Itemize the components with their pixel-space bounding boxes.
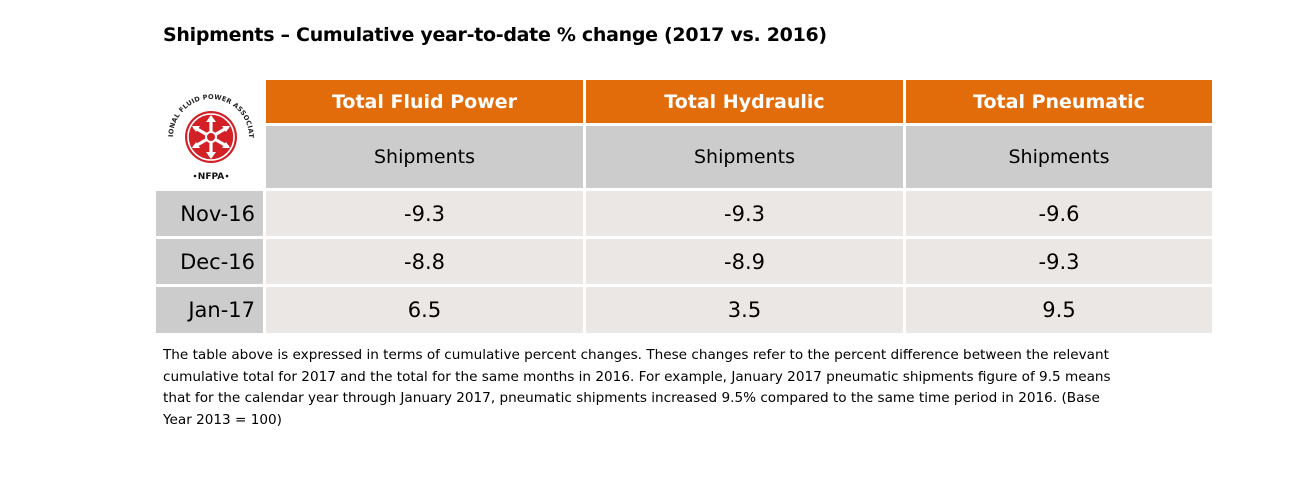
shipments-table: NATIONAL FLUID POWER ASSOCIATION NFPA (156, 80, 1212, 333)
logo-abbrev: NFPA (198, 172, 224, 182)
column-header-total-pneumatic: Total Pneumatic (906, 80, 1212, 123)
page-title: Shipments – Cumulative year-to-date % ch… (163, 24, 827, 46)
table-cell: -9.3 (266, 191, 583, 236)
table-cell: -8.8 (266, 239, 583, 284)
subheader-shipments: Shipments (266, 126, 583, 188)
table-cell: -9.3 (586, 191, 903, 236)
column-header-total-hydraulic: Total Hydraulic (586, 80, 903, 123)
footnote-line: cumulative total for 2017 and the total … (163, 368, 1111, 385)
footnote-line: The table above is expressed in terms of… (163, 347, 1109, 363)
table-cell: 6.5 (266, 287, 583, 333)
table-footnote: The table above is expressed in terms of… (163, 345, 1208, 431)
subheader-shipments: Shipments (906, 126, 1212, 188)
nfpa-logo-icon: NATIONAL FLUID POWER ASSOCIATION NFPA (156, 80, 266, 190)
table-cell: 3.5 (586, 287, 903, 333)
footnote-line: Year 2013 = 100) (163, 411, 282, 428)
footnote-line: that for the calendar year through Janua… (163, 390, 1100, 406)
column-header-total-fluid-power: Total Fluid Power (266, 80, 583, 123)
subheader-shipments: Shipments (586, 126, 903, 188)
table-cell: -9.6 (906, 191, 1212, 236)
row-label-dec-16: Dec-16 (156, 239, 263, 284)
table-cell: -9.3 (906, 239, 1212, 284)
row-label-nov-16: Nov-16 (156, 191, 263, 236)
table-cell: -8.9 (586, 239, 903, 284)
table-cell: 9.5 (906, 287, 1212, 333)
row-label-jan-17: Jan-17 (156, 287, 263, 333)
